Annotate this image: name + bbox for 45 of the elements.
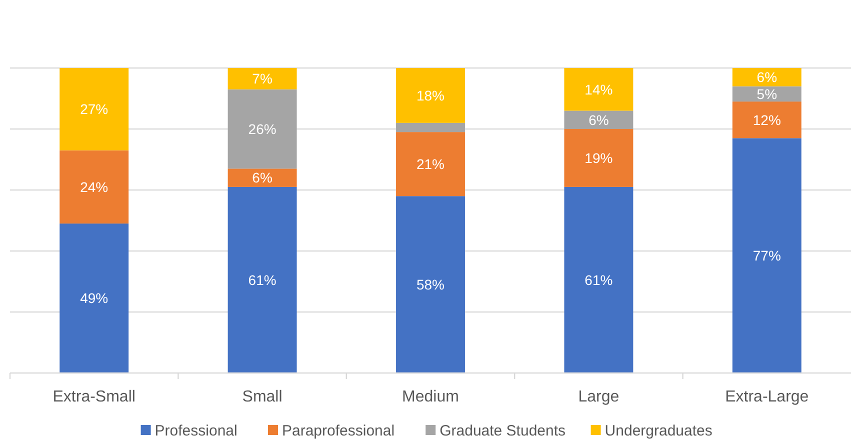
data-label: 26% [248,120,276,137]
bar [732,138,802,373]
bar [564,110,634,129]
bar [60,68,129,150]
data-label: 58% [416,276,445,292]
x-tick-label: Extra-Large [725,388,809,406]
bar [228,186,297,373]
data-label: 77% [752,247,781,264]
data-label: 19% [584,150,613,166]
bar [564,68,634,111]
bar [396,68,465,123]
data-label: 6% [252,170,272,186]
bar [60,150,129,224]
x-tick-label: Large [578,388,620,406]
data-label: 49% [80,290,108,306]
bar [564,129,634,187]
bar [228,89,297,169]
legend-label: Undergraduates [604,422,712,440]
data-label: 61% [248,272,276,288]
bar [396,122,465,132]
x-tick-label: Medium [402,388,459,406]
data-label: 12% [752,112,781,128]
bar [228,68,297,90]
data-label: 14% [584,81,613,98]
legend-label: Graduate Students [440,422,566,440]
bar [564,186,634,373]
data-label: 24% [80,178,108,195]
legend-label: Professional [154,422,238,440]
data-label: 61% [584,272,613,288]
data-label: 5% [756,86,778,102]
x-tick-label: Extra-Small [52,388,136,406]
bar [60,224,129,373]
data-label: 21% [416,156,445,172]
bar [396,196,465,373]
data-label: 7% [252,70,272,87]
bar [228,168,297,187]
bar [396,132,465,196]
data-label: 27% [80,101,108,118]
data-label: 18% [416,87,445,104]
bar [732,68,802,86]
x-tick-label: Small [242,388,282,406]
data-label: 6% [756,69,778,86]
legend-label: Paraprofessional [282,422,395,440]
data-label: 6% [588,112,609,128]
bar [732,102,802,138]
